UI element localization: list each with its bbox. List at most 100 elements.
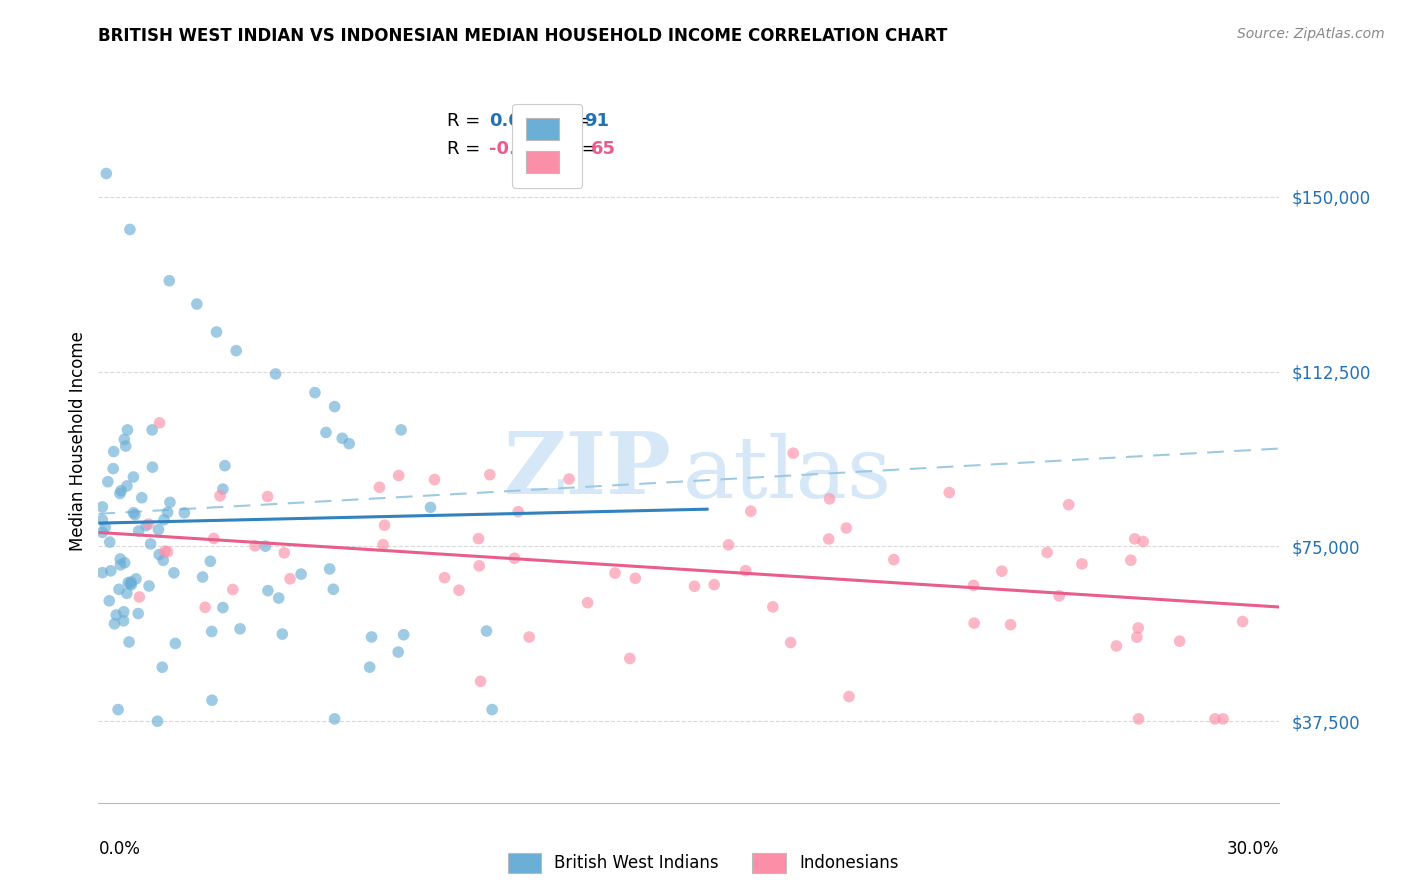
Point — [1128, 621, 1150, 635]
Point — [96, 167, 118, 181]
Point — [97, 475, 120, 489]
Point — [1128, 712, 1150, 726]
Point — [110, 552, 132, 566]
Point — [818, 491, 841, 506]
Point — [387, 645, 409, 659]
Point — [98, 535, 121, 549]
Point — [475, 624, 498, 638]
Point — [128, 524, 150, 538]
Point — [191, 570, 214, 584]
Point — [156, 505, 179, 519]
Point — [118, 222, 141, 236]
Point — [173, 506, 195, 520]
Point — [141, 423, 163, 437]
Point — [117, 575, 139, 590]
Point — [1168, 634, 1191, 648]
Point — [371, 538, 394, 552]
Point — [138, 579, 160, 593]
Point — [717, 538, 740, 552]
Point — [304, 385, 326, 400]
Point — [159, 495, 181, 509]
Point — [315, 425, 337, 440]
Text: Source: ZipAtlas.com: Source: ZipAtlas.com — [1237, 27, 1385, 41]
Point — [470, 674, 492, 689]
Point — [103, 461, 125, 475]
Point — [108, 582, 131, 597]
Point — [112, 433, 135, 447]
Point — [148, 548, 170, 562]
Point — [1204, 712, 1226, 726]
Text: 0.030: 0.030 — [489, 112, 546, 129]
Point — [423, 473, 446, 487]
Point — [148, 416, 170, 430]
Legend: , : , — [512, 103, 582, 187]
Point — [447, 583, 470, 598]
Text: N =: N = — [544, 112, 595, 129]
Point — [419, 500, 441, 515]
Point — [91, 566, 114, 580]
Y-axis label: Median Household Income: Median Household Income — [69, 332, 87, 551]
Point — [264, 367, 287, 381]
Point — [91, 500, 114, 514]
Point — [225, 343, 247, 358]
Point — [229, 622, 252, 636]
Point — [212, 482, 235, 496]
Point — [114, 556, 136, 570]
Point — [478, 467, 501, 482]
Point — [120, 574, 142, 589]
Point — [273, 546, 295, 560]
Point — [388, 468, 411, 483]
Point — [323, 712, 346, 726]
Point — [105, 607, 128, 622]
Point — [98, 594, 121, 608]
Text: R =: R = — [447, 112, 486, 129]
Point — [125, 572, 148, 586]
Point — [148, 523, 170, 537]
Point — [703, 577, 725, 591]
Point — [883, 552, 905, 566]
Point — [152, 553, 174, 567]
Point — [1119, 553, 1142, 567]
Point — [1212, 712, 1234, 726]
Point — [558, 472, 581, 486]
Point — [110, 558, 132, 572]
Text: 30.0%: 30.0% — [1227, 840, 1279, 858]
Point — [120, 576, 142, 591]
Point — [194, 600, 217, 615]
Point — [838, 690, 860, 704]
Point — [740, 504, 762, 518]
Point — [115, 479, 138, 493]
Point — [392, 628, 415, 642]
Point — [330, 431, 353, 445]
Point — [734, 564, 756, 578]
Point — [94, 520, 117, 534]
Text: BRITISH WEST INDIAN VS INDONESIAN MEDIAN HOUSEHOLD INCOME CORRELATION CHART: BRITISH WEST INDIAN VS INDONESIAN MEDIAN… — [98, 27, 948, 45]
Point — [318, 562, 340, 576]
Point — [254, 539, 277, 553]
Text: atlas: atlas — [683, 433, 893, 516]
Point — [576, 596, 599, 610]
Point — [153, 544, 176, 558]
Point — [115, 586, 138, 600]
Point — [107, 702, 129, 716]
Point — [938, 485, 960, 500]
Point — [762, 599, 785, 614]
Point — [1036, 545, 1059, 559]
Point — [201, 624, 224, 639]
Point — [202, 532, 225, 546]
Point — [267, 591, 290, 605]
Point — [120, 578, 142, 592]
Point — [337, 436, 360, 450]
Point — [359, 660, 381, 674]
Point — [117, 423, 139, 437]
Point — [1071, 557, 1094, 571]
Text: ZIP: ZIP — [503, 428, 671, 512]
Point — [200, 554, 222, 568]
Point — [128, 590, 150, 604]
Point — [100, 564, 122, 578]
Point — [156, 545, 179, 559]
Point — [360, 630, 382, 644]
Text: 0.0%: 0.0% — [98, 840, 141, 858]
Point — [503, 551, 526, 566]
Point — [374, 518, 396, 533]
